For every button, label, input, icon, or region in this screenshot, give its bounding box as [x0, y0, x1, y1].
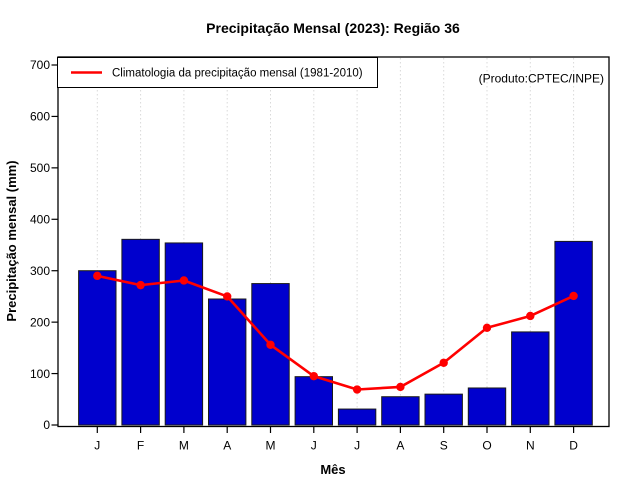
climatology-line-layer — [93, 271, 578, 394]
bar-A-3 — [208, 298, 247, 426]
bar-J-5 — [294, 376, 334, 426]
y-tick-label: 200 — [30, 315, 50, 329]
legend-box — [57, 57, 378, 88]
climatology-line — [97, 274, 575, 391]
bar-S-8 — [424, 393, 463, 426]
climatology-point-7 — [396, 382, 405, 392]
bars-layer — [78, 238, 593, 426]
x-tick-label: D — [569, 439, 578, 453]
legend: Climatologia da precipitação mensal (198… — [57, 57, 378, 88]
x-tick-label: N — [526, 439, 535, 453]
climatology-point-1 — [136, 280, 145, 290]
bar-N-10 — [511, 331, 550, 426]
y-tick-label: 100 — [30, 367, 50, 381]
climatology-point-5 — [309, 371, 318, 381]
x-tick-label: J — [94, 439, 100, 453]
climatology-point-10 — [526, 311, 535, 321]
climatology-point-6 — [352, 385, 362, 394]
y-tick-label: 400 — [30, 212, 50, 226]
x-tick-label: J — [354, 439, 360, 453]
x-tick-label: M — [179, 439, 189, 453]
x-tick-label: A — [223, 439, 231, 453]
bar-D-11 — [554, 240, 593, 426]
bar-A-7 — [381, 396, 420, 426]
x-tick-label: J — [311, 439, 317, 453]
bar-F-1 — [121, 238, 160, 426]
y-tick-label: 0 — [43, 418, 50, 432]
bar-J-6 — [337, 408, 377, 426]
product-annotation: (Produto:CPTEC/INPE) — [479, 72, 604, 86]
chart-title: Precipitação Mensal (2023): Região 36 — [206, 20, 460, 36]
x-tick-label: F — [137, 439, 144, 453]
y-tick-label: 500 — [30, 161, 50, 175]
bar-J-0 — [78, 270, 117, 426]
y-tick-label: 600 — [30, 110, 50, 124]
bar-O-9 — [467, 387, 507, 426]
y-axis-title: Precipitação mensal (mm) — [4, 160, 19, 321]
x-axis-title: Mês — [320, 462, 345, 477]
x-tick-label: A — [396, 439, 404, 453]
legend-label: Climatologia da precipitação mensal (198… — [112, 68, 363, 80]
y-tick-label: 700 — [30, 58, 50, 72]
climatology-point-4 — [266, 340, 275, 349]
climatology-point-9 — [482, 323, 492, 332]
climatology-point-8 — [439, 358, 448, 367]
x-tick-label: S — [440, 439, 448, 453]
x-tick-label: M — [266, 439, 276, 453]
x-tick-label: O — [482, 439, 491, 453]
climatology-point-11 — [569, 291, 578, 301]
y-tick-label: 300 — [30, 264, 50, 278]
climatology-point-2 — [179, 276, 189, 285]
gridlines-layer — [96, 58, 575, 426]
axes-ticks-layer: J F M A M J J A S O N D 0 100 200 300 400 500 600 700 — [30, 58, 578, 452]
climatology-point-3 — [223, 292, 232, 301]
bar-M-2 — [164, 242, 204, 426]
climatology-point-0 — [93, 271, 102, 281]
